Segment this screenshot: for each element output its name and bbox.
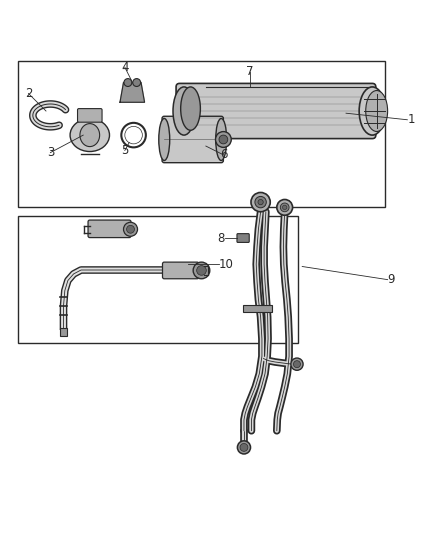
- Polygon shape: [120, 83, 145, 102]
- FancyBboxPatch shape: [162, 116, 223, 163]
- Text: 7: 7: [246, 65, 254, 78]
- Ellipse shape: [359, 87, 385, 135]
- Circle shape: [283, 205, 287, 209]
- Circle shape: [197, 265, 206, 275]
- Text: 6: 6: [219, 148, 227, 161]
- Circle shape: [215, 132, 231, 147]
- Circle shape: [240, 443, 248, 451]
- Text: 2: 2: [25, 87, 32, 100]
- Circle shape: [255, 197, 266, 208]
- Bar: [243, 304, 272, 312]
- Ellipse shape: [181, 87, 201, 130]
- FancyBboxPatch shape: [78, 109, 102, 122]
- Text: 8: 8: [217, 231, 225, 245]
- Circle shape: [280, 203, 289, 212]
- Circle shape: [124, 78, 132, 86]
- Circle shape: [291, 358, 303, 370]
- Ellipse shape: [70, 119, 110, 151]
- Circle shape: [193, 262, 210, 279]
- Circle shape: [237, 441, 251, 454]
- Circle shape: [127, 225, 134, 233]
- Ellipse shape: [366, 91, 388, 132]
- Circle shape: [277, 199, 293, 215]
- Circle shape: [293, 361, 300, 368]
- Text: 9: 9: [388, 273, 395, 286]
- Text: 4: 4: [121, 61, 129, 74]
- Bar: [18, 61, 385, 207]
- Circle shape: [124, 222, 138, 236]
- Ellipse shape: [215, 118, 227, 160]
- Text: 10: 10: [219, 258, 234, 271]
- FancyBboxPatch shape: [176, 84, 376, 139]
- Ellipse shape: [159, 118, 170, 160]
- Bar: [60, 328, 67, 336]
- FancyBboxPatch shape: [88, 220, 131, 238]
- Circle shape: [219, 135, 228, 144]
- Circle shape: [258, 199, 263, 205]
- Text: 3: 3: [47, 146, 54, 159]
- Circle shape: [133, 78, 141, 86]
- Text: 1: 1: [407, 114, 415, 126]
- Ellipse shape: [173, 87, 195, 135]
- FancyBboxPatch shape: [237, 233, 249, 243]
- Bar: [18, 216, 298, 343]
- FancyBboxPatch shape: [162, 262, 199, 279]
- Circle shape: [251, 192, 270, 212]
- Ellipse shape: [80, 124, 100, 147]
- Text: 5: 5: [121, 144, 128, 157]
